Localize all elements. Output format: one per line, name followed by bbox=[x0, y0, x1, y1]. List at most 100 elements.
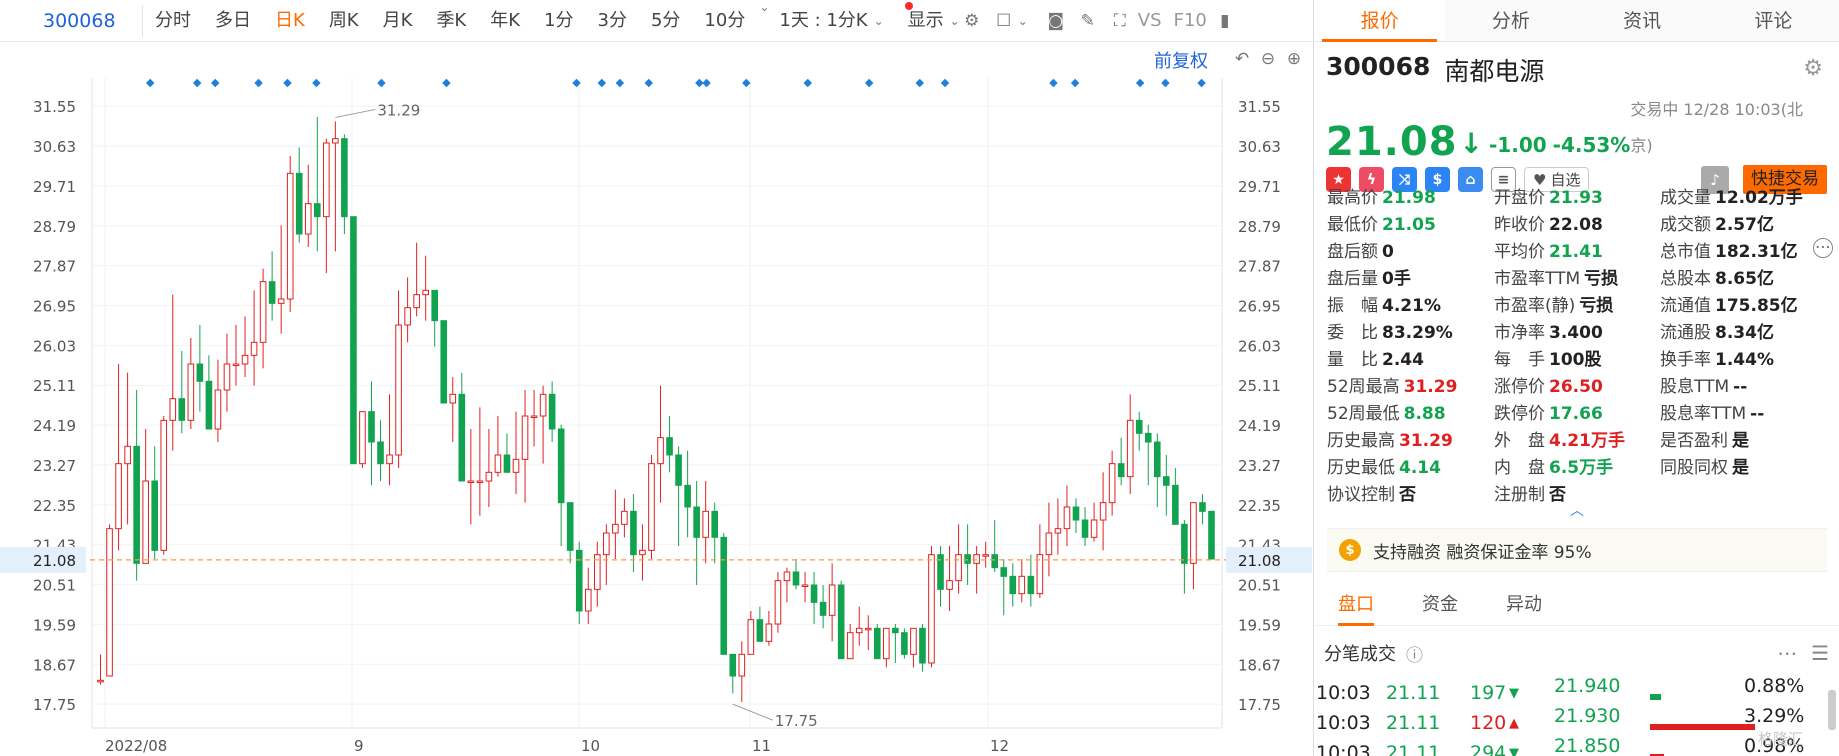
candle-body[interactable] bbox=[946, 580, 953, 590]
candle-body[interactable] bbox=[1126, 419, 1134, 478]
candle-body[interactable] bbox=[160, 419, 168, 551]
event-marker-icon[interactable] bbox=[254, 78, 263, 88]
candle-body[interactable] bbox=[431, 289, 439, 322]
flash-icon[interactable]: ϟ bbox=[1359, 167, 1384, 192]
candle-body[interactable] bbox=[1009, 575, 1017, 595]
candle-body[interactable] bbox=[910, 627, 917, 655]
candle-body[interactable] bbox=[657, 437, 664, 465]
tab-alerts[interactable]: 异动 bbox=[1506, 594, 1542, 615]
candle-body[interactable] bbox=[304, 203, 312, 235]
camera-icon[interactable]: ◙ bbox=[1047, 10, 1065, 31]
candle-body[interactable] bbox=[205, 380, 213, 430]
candle-body[interactable] bbox=[828, 584, 836, 616]
candle-body[interactable] bbox=[675, 454, 682, 486]
add-watchlist-button[interactable]: ♥ 自选 bbox=[1524, 167, 1590, 192]
more-icon[interactable]: ⋯ bbox=[1813, 237, 1833, 258]
candle-body[interactable] bbox=[1153, 441, 1161, 478]
period-tab[interactable]: 月K bbox=[382, 9, 413, 31]
candle-body[interactable] bbox=[612, 523, 619, 534]
candle-body[interactable] bbox=[783, 571, 791, 582]
tab-analysis[interactable]: 分析 bbox=[1491, 10, 1530, 32]
candle-body[interactable] bbox=[106, 528, 113, 677]
period-tab[interactable]: 日K bbox=[275, 9, 305, 31]
candle-body[interactable] bbox=[323, 142, 330, 218]
candle-body[interactable] bbox=[991, 554, 999, 569]
event-marker-icon[interactable] bbox=[615, 78, 625, 88]
collapse-icon[interactable]: ︿ bbox=[1570, 503, 1584, 519]
tab-capital[interactable]: 资金 bbox=[1422, 594, 1458, 615]
candle-body[interactable] bbox=[332, 138, 339, 144]
candle-body[interactable] bbox=[747, 619, 755, 655]
candle-body[interactable] bbox=[368, 411, 375, 443]
display-dropdown[interactable]: 显示 ⌄ bbox=[904, 0, 960, 42]
event-marker-icon[interactable] bbox=[1049, 78, 1058, 88]
candle-body[interactable] bbox=[1208, 510, 1215, 560]
event-marker-icon[interactable] bbox=[1161, 78, 1170, 88]
candle-body[interactable] bbox=[1117, 463, 1125, 478]
event-marker-icon[interactable] bbox=[377, 78, 386, 88]
candle-body[interactable] bbox=[1018, 575, 1026, 595]
candle-body[interactable] bbox=[756, 619, 764, 642]
candle-body[interactable] bbox=[268, 281, 276, 304]
candle-body[interactable] bbox=[720, 536, 728, 655]
candle-body[interactable] bbox=[142, 480, 149, 564]
document-icon[interactable]: ≡ bbox=[1491, 167, 1516, 192]
event-marker-icon[interactable] bbox=[915, 78, 924, 88]
candle-body[interactable] bbox=[937, 554, 944, 590]
candle-body[interactable] bbox=[151, 480, 159, 551]
stock-code-input[interactable]: 300068 bbox=[8, 4, 143, 37]
event-marker-icon[interactable] bbox=[597, 78, 607, 88]
candle-body[interactable] bbox=[919, 627, 926, 664]
more-icon[interactable]: ⋯ bbox=[1777, 641, 1798, 665]
candle-body[interactable] bbox=[819, 601, 827, 616]
candle-body[interactable] bbox=[1108, 463, 1116, 504]
candle-body[interactable] bbox=[892, 627, 899, 634]
candle-body[interactable] bbox=[1045, 532, 1053, 556]
event-marker-icon[interactable] bbox=[803, 78, 812, 88]
chevron-down-icon[interactable]: ⌄ bbox=[1017, 13, 1028, 28]
f10-button[interactable]: F10 bbox=[1173, 9, 1207, 31]
candle-body[interactable] bbox=[449, 393, 457, 404]
candle-body[interactable] bbox=[693, 506, 700, 538]
period-tab[interactable]: 季K bbox=[436, 9, 467, 31]
candle-body[interactable] bbox=[313, 203, 321, 218]
candle-body[interactable] bbox=[928, 554, 935, 664]
candle-body[interactable] bbox=[377, 441, 384, 465]
candle-body[interactable] bbox=[1190, 502, 1197, 564]
vs-button[interactable]: VS bbox=[1137, 9, 1162, 31]
candle-body[interactable] bbox=[837, 584, 845, 660]
candle-body[interactable] bbox=[711, 510, 719, 538]
candle-body[interactable] bbox=[557, 428, 565, 504]
candle-body[interactable] bbox=[630, 510, 637, 556]
event-marker-icon[interactable] bbox=[442, 78, 451, 88]
candle-body[interactable] bbox=[548, 393, 556, 430]
candle-body[interactable] bbox=[512, 458, 520, 473]
zoom-in-icon[interactable]: ⊕ bbox=[1286, 49, 1302, 69]
candle-body[interactable] bbox=[350, 216, 357, 465]
undo-icon[interactable]: ↶ bbox=[1234, 49, 1250, 69]
candle-body[interactable] bbox=[855, 627, 863, 634]
candle-body[interactable] bbox=[1099, 502, 1107, 521]
candle-body[interactable] bbox=[810, 584, 818, 603]
candle-body[interactable] bbox=[1163, 476, 1170, 486]
candle-body[interactable] bbox=[1063, 506, 1071, 530]
candle-body[interactable] bbox=[223, 363, 231, 391]
candle-body[interactable] bbox=[485, 471, 493, 482]
event-marker-icon[interactable] bbox=[1197, 78, 1206, 88]
candle-body[interactable] bbox=[395, 324, 402, 456]
shuffle-icon[interactable]: ⤨ bbox=[1392, 167, 1417, 192]
candle-body[interactable] bbox=[955, 554, 962, 582]
candle-body[interactable] bbox=[1036, 554, 1044, 595]
candle-body[interactable] bbox=[648, 463, 655, 551]
period-tab[interactable]: 1分 bbox=[544, 9, 574, 31]
candle-body[interactable] bbox=[286, 172, 294, 300]
candle-body[interactable] bbox=[169, 398, 177, 421]
candle-body[interactable] bbox=[765, 623, 773, 642]
sidebar-toggle-icon[interactable]: ▮ bbox=[1220, 10, 1230, 31]
candle-body[interactable] bbox=[1172, 484, 1179, 525]
candle-body[interactable] bbox=[196, 363, 204, 382]
candle-body[interactable] bbox=[801, 584, 809, 587]
candle-body[interactable] bbox=[341, 138, 348, 218]
candle-body[interactable] bbox=[115, 463, 122, 530]
period-tab[interactable]: 3分 bbox=[597, 9, 627, 31]
